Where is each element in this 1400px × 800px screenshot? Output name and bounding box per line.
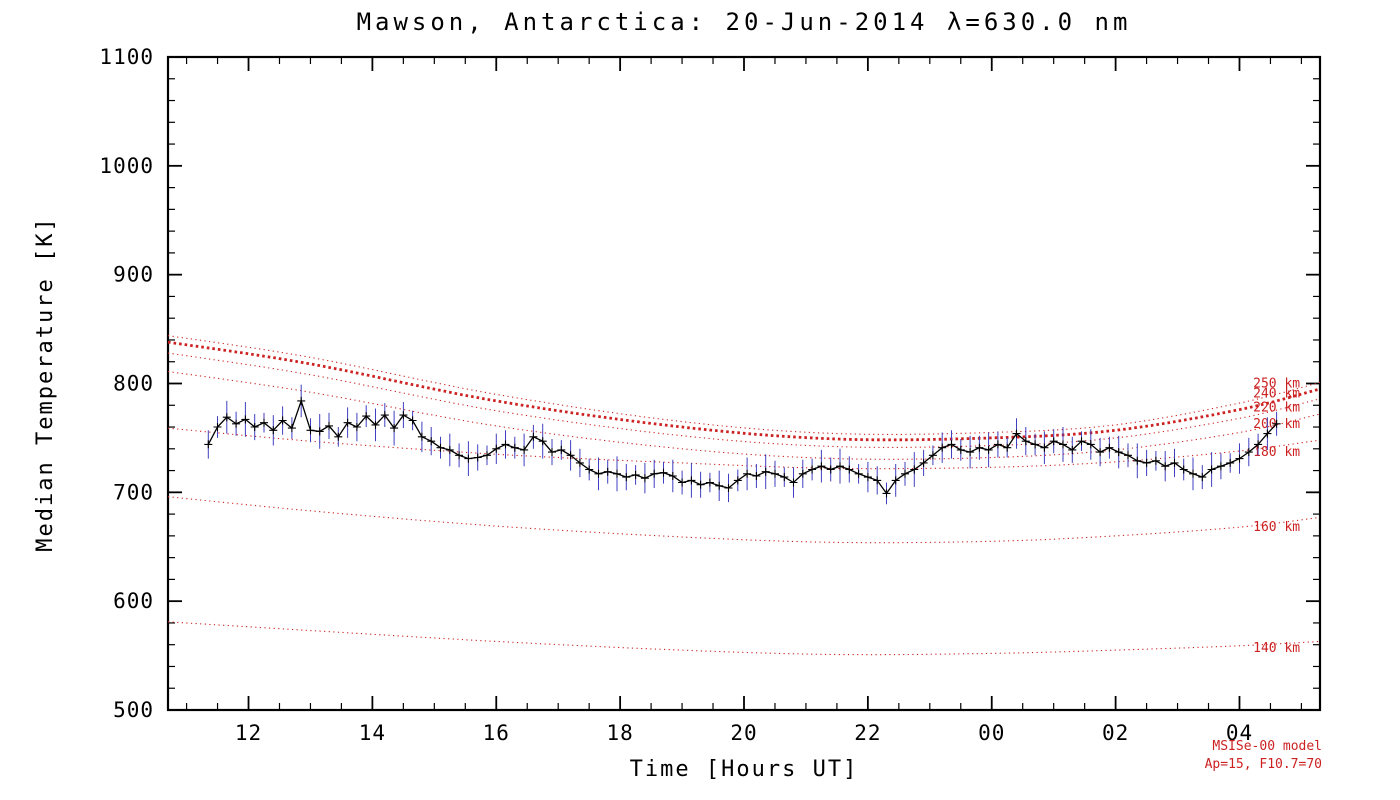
y-tick-label: 600 [113, 589, 154, 613]
model-curve-200km [167, 370, 1321, 460]
model-curve-240km [167, 340, 1321, 442]
model-curve-250km [167, 335, 1321, 435]
y-tick-label: 500 [113, 698, 154, 722]
x-axis-label: Time [Hours UT] [630, 757, 859, 782]
model-curve-label: 250 km [1253, 377, 1300, 392]
model-curve-140km [167, 621, 1321, 656]
x-tick-label: 22 [854, 721, 881, 745]
data-line [207, 398, 1278, 495]
plus-markers [204, 396, 1281, 498]
x-tick-label: 00 [978, 721, 1005, 745]
plot-area: 12 14 16 18 20 22 00 02 04 500 600 700 800 900 1000 110… [99, 45, 1322, 745]
model-curve-label: 180 km [1253, 445, 1300, 460]
x-tick-label: 12 [235, 721, 262, 745]
y-tick-label: 800 [113, 372, 154, 396]
model-annotation-params: Ap=15, F10.7=70 [1205, 757, 1322, 772]
model-curve-label: 240 km [1253, 386, 1300, 401]
y-tick-label: 900 [113, 263, 154, 287]
x-tick-label: 20 [730, 721, 757, 745]
model-curve-160km [167, 496, 1321, 544]
x-tick-label: 18 [606, 721, 633, 745]
model-curve-label: 140 km [1253, 641, 1300, 656]
y-tick-label: 1000 [99, 154, 154, 178]
x-tick-label: 04 [1226, 721, 1253, 745]
model-annotation-name: MSISe-00 model [1212, 739, 1322, 754]
y-axis-label: Median Temperature [K] [33, 216, 58, 551]
x-tick-label: 16 [483, 721, 510, 745]
plot-border [166, 55, 1322, 712]
y-tick-label: 1100 [99, 45, 154, 69]
model-curve-label: 220 km [1253, 400, 1300, 415]
y-tick-label: 700 [113, 480, 154, 504]
x-tick-label: 14 [359, 721, 386, 745]
chart-title: Mawson, Antarctica: 20-Jun-2014 λ=630.0 … [357, 8, 1132, 36]
x-tick-label: 02 [1102, 721, 1129, 745]
model-curve-label: 160 km [1253, 520, 1300, 535]
model-curve-180km [167, 427, 1321, 470]
